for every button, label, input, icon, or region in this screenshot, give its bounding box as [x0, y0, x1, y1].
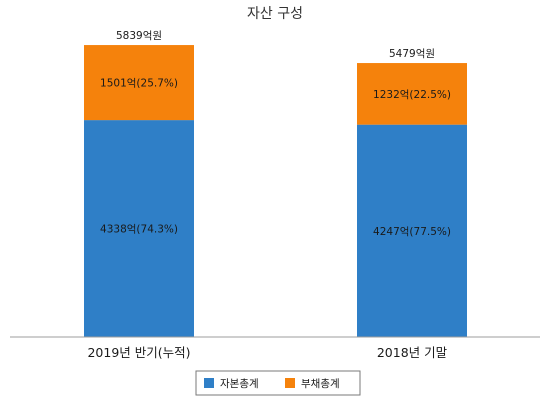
- legend-swatch-equity: [204, 378, 214, 388]
- legend-label-equity: 자본총계: [220, 378, 259, 390]
- data-label-liabilities-0: 1501억(25.7%): [100, 78, 178, 90]
- bar-liabilities-1[interactable]: [357, 63, 467, 125]
- category-labels: 2019년 반기(누적) 2018년 기말: [87, 345, 447, 360]
- legend-swatch-liabilities: [285, 378, 295, 388]
- bars-group: 4338억(74.3%) 1501억(25.7%) 5839억원 4247억(77.5…: [84, 30, 467, 338]
- data-label-equity-0: 4338억(74.3%): [100, 224, 178, 236]
- bar-equity-1[interactable]: [357, 124, 467, 338]
- chart-title: 자산 구성: [247, 6, 303, 22]
- category-label-1: 2018년 기말: [377, 345, 448, 360]
- data-label-equity-1: 4247억(77.5%): [373, 226, 451, 238]
- legend-label-liabilities: 부채총계: [301, 378, 340, 390]
- total-label-1: 5479억원: [389, 48, 435, 60]
- bar-liabilities-0[interactable]: [84, 45, 194, 121]
- category-label-0: 2019년 반기(누적): [87, 345, 190, 360]
- legend-box: [195, 370, 361, 396]
- data-label-liabilities-1: 1232억(22.5%): [373, 89, 451, 101]
- bar-equity-0[interactable]: [84, 120, 194, 337]
- legend[interactable]: 자본총계 부채총계: [195, 370, 361, 396]
- total-label-0: 5839억원: [116, 30, 162, 42]
